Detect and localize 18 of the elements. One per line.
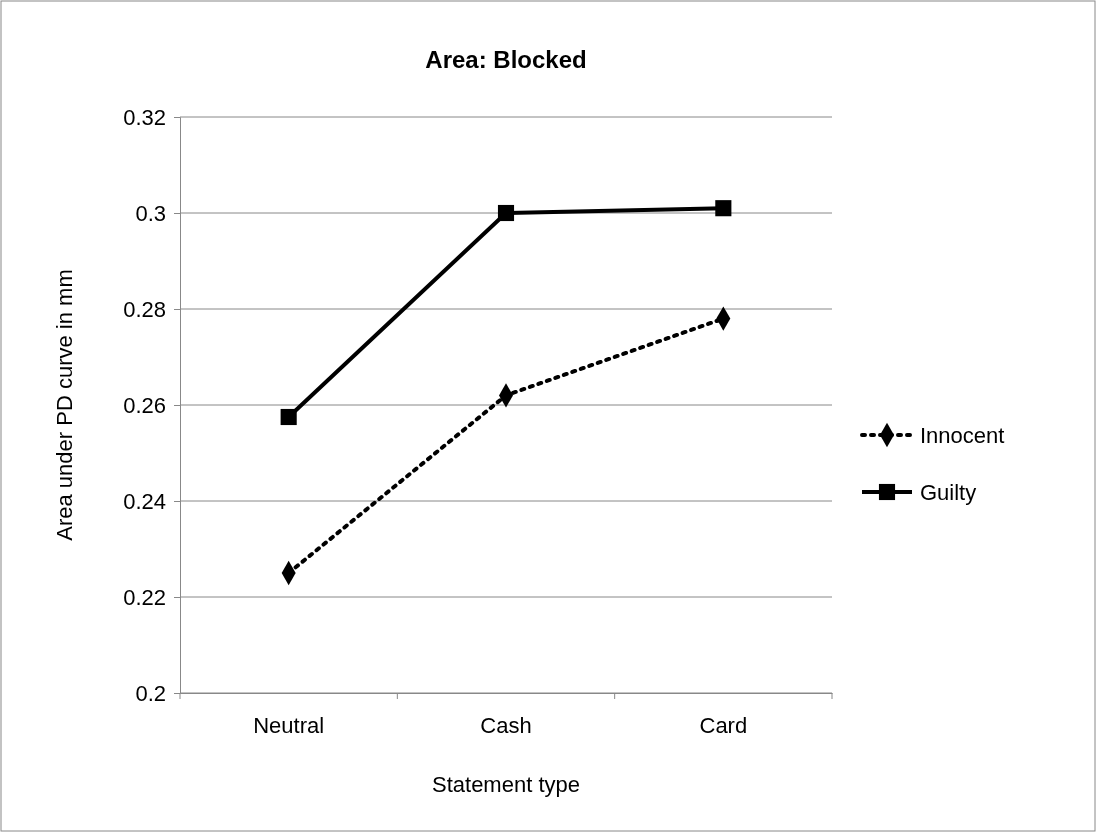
point — [715, 200, 732, 217]
x-tick-label: Cash — [480, 712, 532, 738]
x-tick-label: Card — [699, 712, 748, 738]
point — [497, 204, 515, 222]
y-tick-label: 0.32 — [123, 104, 166, 130]
y-tick-label: 0.22 — [123, 584, 166, 610]
point — [280, 408, 297, 426]
legend-label: Innocent — [920, 423, 1005, 448]
y-tick-label: 0.24 — [123, 488, 166, 514]
chart-title: Area: Blocked — [425, 46, 587, 73]
y-tick-label: 0.3 — [135, 200, 166, 226]
y-axis-title: Area under PD curve in mm — [52, 269, 77, 541]
x-tick-label: Neutral — [253, 712, 325, 738]
y-tick-label: 0.26 — [123, 392, 166, 418]
y-tick-label: 0.28 — [123, 296, 166, 322]
y-tick-label: 0.2 — [135, 680, 166, 706]
x-axis-title: Statement type — [432, 772, 580, 797]
legend-label: Guilty — [920, 480, 977, 505]
